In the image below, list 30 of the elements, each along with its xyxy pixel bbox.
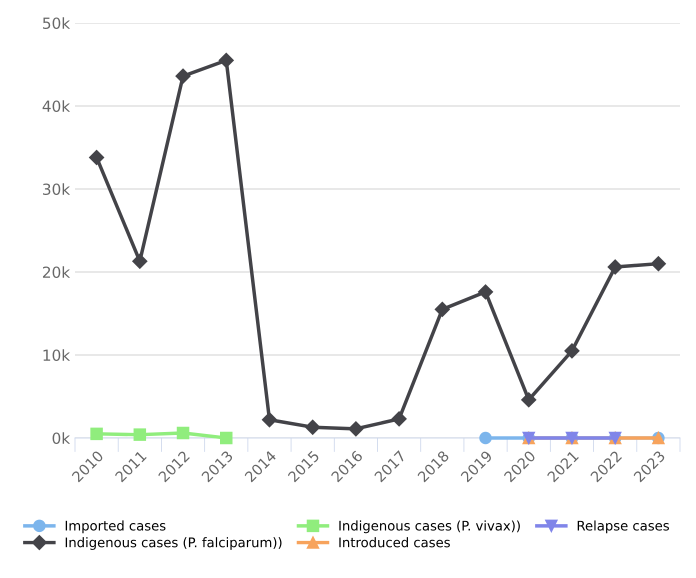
legend-label: Imported cases bbox=[66, 520, 166, 534]
point bbox=[392, 411, 407, 426]
legend-label: Indigenous cases (P. vivax)) bbox=[339, 520, 520, 534]
point bbox=[176, 426, 190, 440]
y-tick-label: 40k bbox=[42, 100, 70, 112]
point bbox=[478, 284, 494, 300]
legend-label: Indigenous cases (P. falciparum)) bbox=[66, 537, 282, 550]
point bbox=[348, 421, 364, 436]
point bbox=[608, 259, 623, 275]
point bbox=[218, 52, 234, 68]
point bbox=[434, 302, 450, 317]
point bbox=[90, 428, 103, 440]
y-tick-label: 10k bbox=[44, 349, 70, 362]
point bbox=[134, 428, 146, 441]
point bbox=[479, 432, 492, 444]
y-tick-label: 50k bbox=[43, 17, 70, 30]
point bbox=[650, 256, 666, 272]
point bbox=[521, 392, 536, 408]
point bbox=[89, 150, 104, 166]
legend-label: Introduced cases bbox=[339, 537, 450, 548]
legend-label: Relapse cases bbox=[578, 520, 669, 534]
point bbox=[175, 68, 191, 84]
y-tick-label: 30k bbox=[43, 183, 70, 196]
point bbox=[220, 432, 232, 444]
y-tick-label: 20k bbox=[42, 266, 70, 278]
point bbox=[262, 412, 278, 428]
point bbox=[564, 343, 580, 358]
point bbox=[132, 254, 148, 269]
y-tick-label: 0k bbox=[52, 432, 70, 444]
point bbox=[305, 420, 320, 435]
